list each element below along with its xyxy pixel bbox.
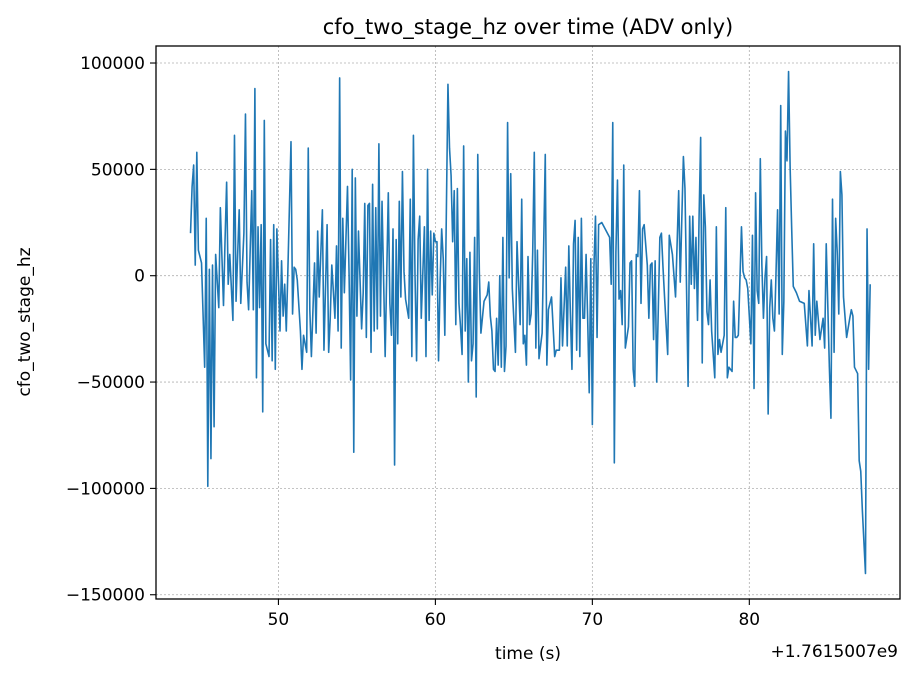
y-tick-label: −150000 (66, 586, 145, 606)
series-layer (189, 70, 871, 575)
x-tick-label: 70 (582, 610, 604, 630)
y-tick-label: 50000 (91, 160, 145, 180)
series-line (189, 70, 871, 575)
y-tick-label: 0 (134, 267, 145, 287)
x-axis-label: time (s) (495, 644, 561, 664)
y-tick-label: −100000 (66, 479, 145, 499)
y-axis: 100000 50000 0 −50000 −100000 −150000 (66, 54, 156, 606)
x-tick-label: 80 (738, 610, 760, 630)
x-axis: 50 60 70 80 (268, 599, 760, 630)
x-axis-offset-label: +1.7615007e9 (771, 642, 898, 662)
x-tick-label: 50 (268, 610, 290, 630)
plot-frame (155, 45, 901, 600)
x-tick-label: 60 (425, 610, 447, 630)
chart-title: cfo_two_stage_hz over time (ADV only) (323, 15, 733, 40)
y-axis-label: cfo_two_stage_hz (15, 247, 35, 396)
grid-lines (156, 46, 900, 599)
y-tick-label: −50000 (77, 373, 145, 393)
y-tick-label: 100000 (80, 54, 145, 74)
